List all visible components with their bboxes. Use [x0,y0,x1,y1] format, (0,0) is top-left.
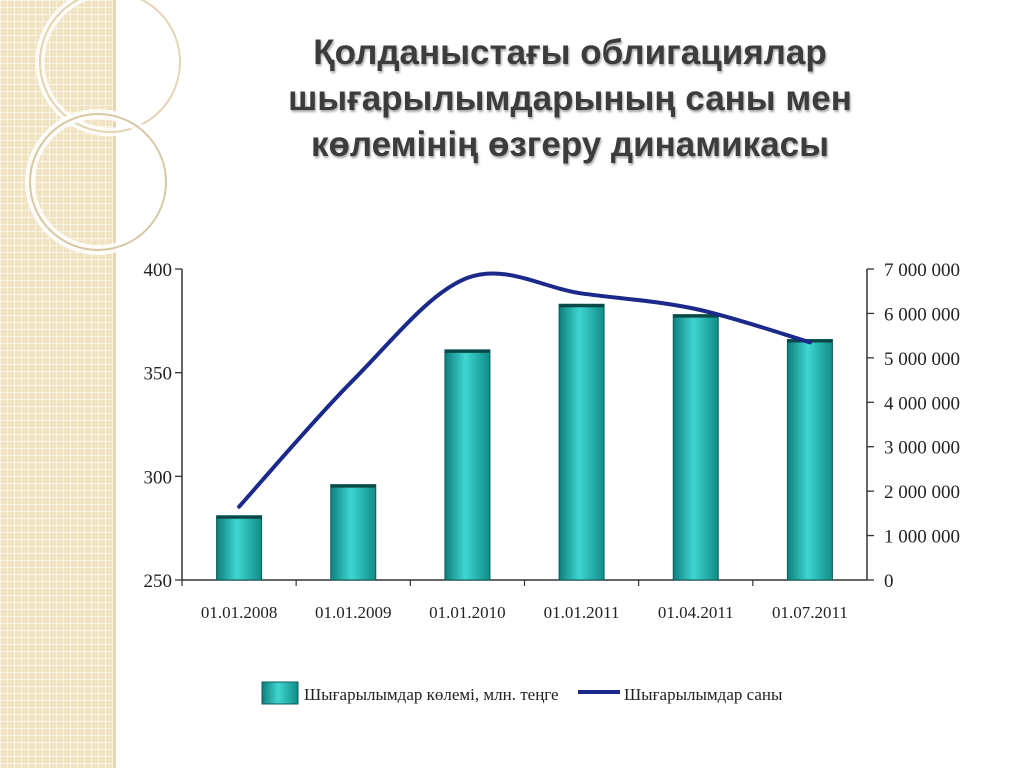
bar-top-edge [444,349,490,353]
bar-top-edge [216,515,262,519]
category-label: 01.01.2010 [429,603,506,622]
line-point [808,340,812,344]
bar-top-edge [330,484,376,488]
line-point [237,505,241,509]
line-point [351,378,355,382]
bar [786,338,833,581]
line-point [580,291,584,295]
bar-top-edge [559,304,605,308]
bar [330,484,377,581]
ring-top-outline [39,0,181,133]
left-tick-label: 300 [144,467,173,488]
side-panel-edge [113,0,116,768]
slide-title: Қолданыстағы облигациялар шығарылымдарын… [288,33,852,164]
legend-bar-label: Шығарылымдар көлемі, млн. теңге [304,685,559,704]
right-tick-label: 1 000 000 [884,527,960,548]
left-tick-label: 350 [144,364,173,385]
right-tick-label: 5 000 000 [884,349,960,370]
right-tick-label: 4 000 000 [884,393,960,414]
right-tick-label: 3 000 000 [884,438,960,459]
left-tick-label: 250 [144,571,173,592]
legend-bar-swatch [261,681,299,705]
bar [216,515,263,581]
bar [672,314,719,581]
category-label: 01.04.2011 [658,603,734,622]
right-tick-label: 2 000 000 [884,482,960,503]
category-label: 01.01.2009 [315,603,392,622]
right-tick-label: 0 [884,571,894,592]
left-tick-label: 400 [144,260,173,281]
bar [444,349,491,581]
category-label: 01.07.2011 [772,603,848,622]
line-point [694,307,698,311]
line-point [465,276,469,280]
right-tick-label: 6 000 000 [884,304,960,325]
series-line [237,271,812,509]
category-label: 01.01.2011 [544,603,620,622]
right-tick-label: 7 000 000 [884,260,960,281]
legend-line-label: Шығарылымдар саны [624,685,783,704]
bar-top-edge [673,314,719,318]
bar [558,303,605,581]
category-label: 01.01.2008 [201,603,278,622]
ring-bottom-outline [29,113,167,251]
